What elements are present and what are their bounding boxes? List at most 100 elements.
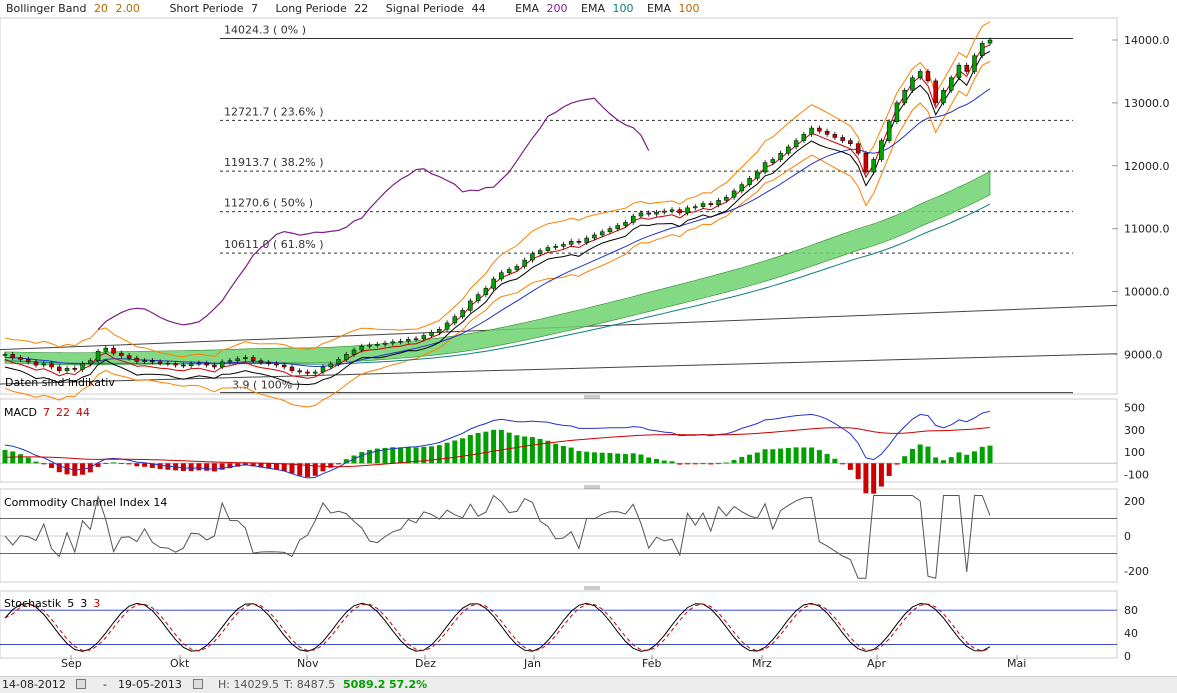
time-axis-label: Jan <box>523 657 541 670</box>
macd-histogram-bar <box>142 463 148 467</box>
macd-histogram-bar <box>855 463 861 480</box>
macd-histogram-bar <box>204 463 210 471</box>
macd-histogram-bar <box>545 440 551 464</box>
panel-splitter[interactable] <box>584 485 600 489</box>
time-axis-label: Okt <box>170 657 190 670</box>
candle-body <box>863 152 869 173</box>
candle-body <box>297 370 302 373</box>
candle-body <box>685 207 690 214</box>
macd-histogram-bar <box>840 463 846 465</box>
legend-ema3-label: EMA <box>647 2 671 15</box>
candle-body <box>150 360 155 363</box>
macd-histogram-bar <box>778 448 784 464</box>
macd-histogram-bar <box>297 463 303 476</box>
cci-axis-label: -200 <box>1124 565 1149 578</box>
cci-line <box>4 494 991 579</box>
candle-body <box>677 209 683 214</box>
legend-signal-label: Signal Periode <box>385 2 465 15</box>
candle-body <box>111 347 116 354</box>
candle-body <box>157 361 163 364</box>
candle-body <box>894 102 900 122</box>
candle-body <box>103 347 109 352</box>
macd-histogram-bar <box>809 447 815 464</box>
macd-histogram-bar <box>452 440 458 464</box>
candle-body <box>879 140 884 160</box>
macd-histogram-bar <box>638 454 644 464</box>
candle-body <box>514 266 520 270</box>
macd-histogram-bar <box>669 461 675 464</box>
candle-body <box>871 159 876 173</box>
candle-body <box>26 359 31 363</box>
candle-body <box>491 278 496 289</box>
candle-body <box>212 364 217 368</box>
date-to: 19-05-2013 <box>118 678 182 691</box>
macd-histogram-bar <box>933 457 939 464</box>
macd-histogram-bar <box>793 447 799 464</box>
candle-body <box>755 171 760 179</box>
candle-body <box>568 240 574 245</box>
candle-body <box>731 190 737 198</box>
candle-body <box>778 152 783 160</box>
macd-histogram-bar <box>467 434 473 464</box>
macd-histogram-bar <box>607 452 613 464</box>
candle-body <box>607 228 613 233</box>
candle-body <box>475 294 481 302</box>
macd-histogram-bar <box>444 442 450 464</box>
macd-histogram-bar <box>925 446 931 464</box>
candle-body <box>281 364 287 368</box>
indicator-legend: Bollinger Band 20 2.00 Short Periode 7 L… <box>6 2 703 18</box>
candle-body <box>10 354 16 358</box>
macd-histogram-bar <box>498 429 504 464</box>
candle-body <box>964 64 969 72</box>
candle-body <box>700 203 706 207</box>
macd-histogram-bar <box>940 460 946 464</box>
macd-histogram-bar <box>677 463 683 465</box>
macd-histogram-bar <box>692 463 698 465</box>
candle-body <box>522 259 527 267</box>
macd-axis-label: -100 <box>1124 468 1149 481</box>
legend-long-label: Long Periode <box>275 2 347 15</box>
candle-body <box>910 77 915 91</box>
candle-body <box>786 146 791 154</box>
macd-histogram-bar <box>382 447 388 464</box>
macd-histogram-bar <box>211 463 217 472</box>
candle-body <box>545 247 551 251</box>
disclaimer-text: Daten sind indikativ <box>5 376 115 389</box>
macd-histogram-bar <box>312 463 318 476</box>
macd-histogram-bar <box>653 459 659 464</box>
calendar-icon[interactable] <box>76 679 86 689</box>
candle-body <box>979 42 985 56</box>
macd-histogram-bar <box>289 463 295 474</box>
fibonacci-label: 14024.3 ( 0% ) <box>224 23 306 36</box>
time-axis-label: Nov <box>297 657 319 670</box>
fibonacci-label: 11270.6 ( 50% ) <box>224 197 313 210</box>
candle-body <box>886 121 892 141</box>
candle-body <box>972 55 977 72</box>
panel-splitter[interactable] <box>584 586 600 590</box>
candle-body <box>832 134 838 138</box>
time-axis-label: Mai <box>1007 657 1026 670</box>
stoch-title: Stochastik 5 3 3 <box>4 597 100 610</box>
stoch-axis-label: 80 <box>1124 604 1138 617</box>
macd-histogram-bar <box>917 444 923 464</box>
candle-body <box>708 203 714 205</box>
macd-histogram-bar <box>95 463 101 467</box>
macd-histogram-bar <box>367 449 373 464</box>
macd-histogram-bar <box>196 463 202 471</box>
macd-histogram-bar <box>747 454 753 464</box>
candle-body <box>344 354 349 360</box>
calendar-icon[interactable] <box>193 679 203 689</box>
macd-histogram-bar <box>506 432 512 464</box>
macd-histogram-bar <box>801 447 807 464</box>
macd-histogram-bar <box>964 454 970 464</box>
macd-line <box>4 410 991 479</box>
panel-splitter[interactable] <box>584 395 600 399</box>
macd-histogram-bar <box>483 431 489 464</box>
candle-body <box>328 363 333 368</box>
stock-chart[interactable]: 14024.3 ( 0% ) 12721.7 ( 23.6% ) 11913.7 (… <box>0 0 1177 676</box>
candle-body <box>126 355 132 359</box>
macd-histogram-bar <box>359 452 365 464</box>
macd-histogram-bar <box>429 446 435 464</box>
macd-histogram-bar <box>584 451 590 464</box>
candle-body <box>142 360 147 362</box>
